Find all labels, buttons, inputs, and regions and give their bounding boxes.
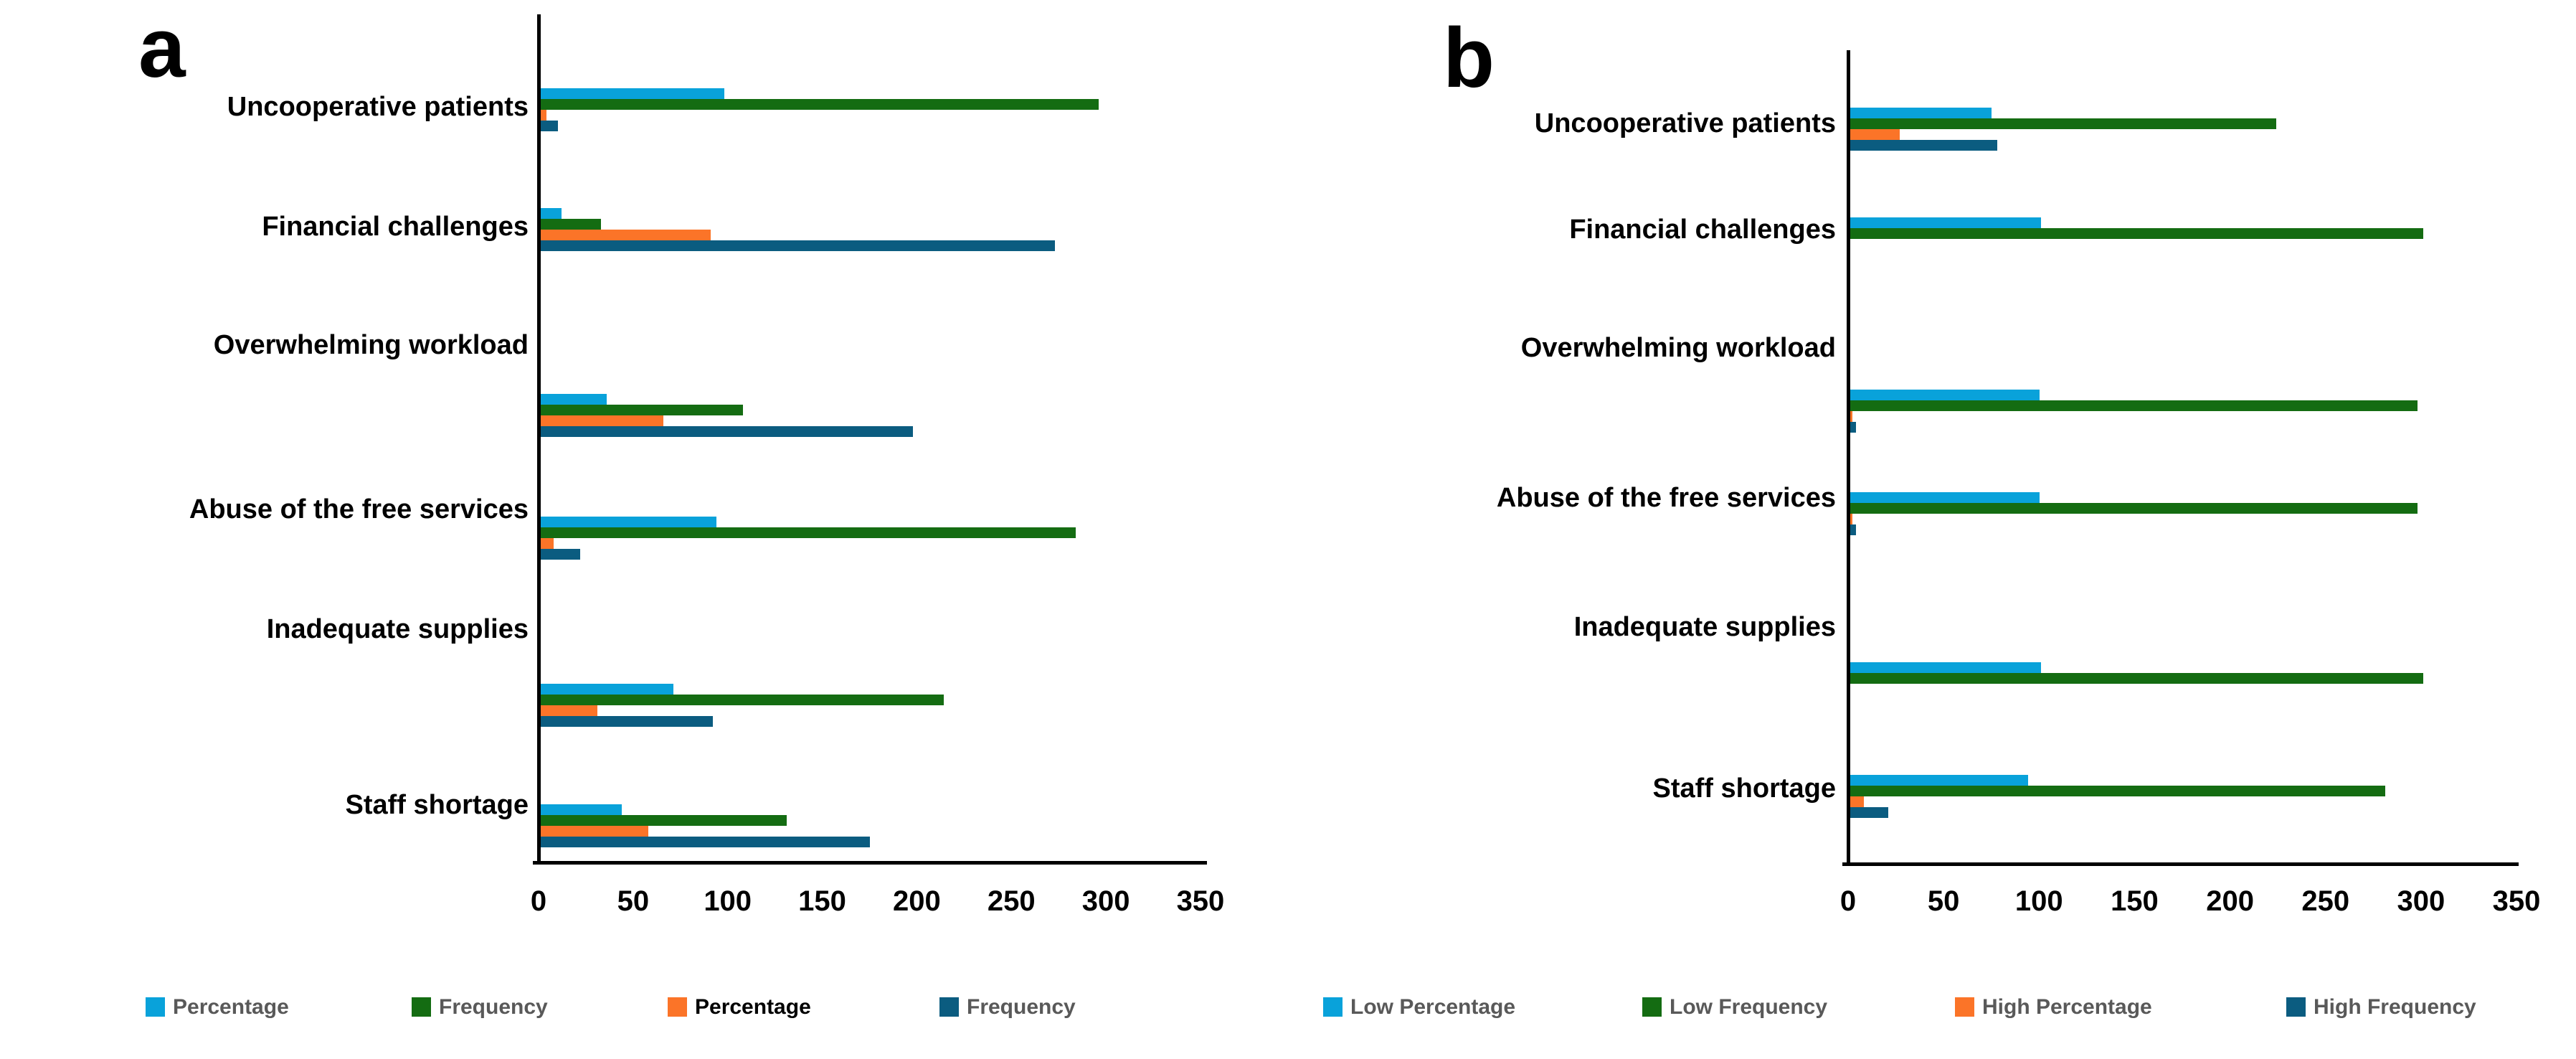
- bar-frequency: [541, 405, 744, 415]
- bar-low-frequency: [1850, 228, 2423, 239]
- x-tick-label: 150: [2111, 885, 2159, 917]
- bar-frequency: [541, 240, 1056, 251]
- category-label: Staff shortage: [345, 790, 529, 820]
- bar-high-frequency: [1850, 140, 1998, 151]
- bar-high-frequency: [1850, 524, 1856, 535]
- x-tick-label: 50: [617, 885, 650, 917]
- bar-frequency: [541, 426, 914, 437]
- bar-low-percentage: [1850, 492, 2040, 503]
- legend-label: Percentage: [173, 995, 289, 1019]
- bar-high-frequency: [1850, 422, 1856, 433]
- legend-label: Low Frequency: [1670, 995, 1828, 1019]
- legend-swatch: [939, 997, 959, 1017]
- category-label: Abuse of the free services: [1496, 483, 1836, 513]
- bar-low-percentage: [1850, 775, 2028, 786]
- legend-label: High Percentage: [1982, 995, 2152, 1019]
- legend-swatch: [668, 997, 687, 1017]
- bar-frequency: [541, 815, 787, 826]
- bar-percentage: [541, 705, 598, 716]
- legend-label: Frequency: [439, 995, 548, 1019]
- legend-label: Low Percentage: [1350, 995, 1516, 1019]
- legend-swatch: [412, 997, 431, 1017]
- bar-percentage: [541, 415, 664, 426]
- legend-swatch: [2286, 997, 2306, 1017]
- bar-high-percentage: [1850, 129, 1900, 140]
- x-axis-line: [533, 861, 1207, 865]
- category-label: Staff shortage: [1652, 773, 1836, 804]
- x-tick-label: 200: [893, 885, 941, 917]
- x-tick-label: 100: [2014, 885, 2063, 917]
- bar-percentage: [541, 538, 554, 549]
- bar-low-frequency: [1850, 400, 2418, 411]
- x-tick-label: 300: [2397, 885, 2445, 917]
- legend-swatch: [1323, 997, 1343, 1017]
- category-label: Abuse of the free services: [189, 494, 529, 524]
- bar-percentage: [541, 684, 673, 695]
- bar-low-percentage: [1850, 108, 1992, 118]
- bar-frequency: [541, 549, 581, 560]
- bar-frequency: [541, 695, 944, 705]
- bar-high-percentage: [1850, 796, 1864, 807]
- category-label: Financial challenges: [262, 212, 529, 242]
- x-tick-label: 350: [1176, 885, 1225, 917]
- legend-label: High Frequency: [2314, 995, 2476, 1019]
- category-label: Inadequate supplies: [266, 614, 529, 644]
- x-axis-line: [1842, 862, 2519, 866]
- bar-low-percentage: [1850, 662, 2042, 673]
- bar-percentage: [541, 208, 562, 219]
- x-tick-label: 250: [2301, 885, 2350, 917]
- bar-frequency: [541, 527, 1076, 538]
- bar-low-percentage: [1850, 217, 2042, 228]
- legend-swatch: [1642, 997, 1662, 1017]
- y-axis-line: [537, 14, 541, 865]
- x-tick-label: 150: [798, 885, 846, 917]
- bar-frequency: [541, 716, 713, 727]
- x-tick-label: 300: [1081, 885, 1130, 917]
- category-label: Overwhelming workload: [213, 330, 529, 360]
- category-label: Financial challenges: [1569, 215, 1836, 245]
- bar-low-frequency: [1850, 786, 2385, 796]
- legend-label: Percentage: [695, 995, 811, 1019]
- bar-percentage: [541, 88, 724, 99]
- category-label: Inadequate supplies: [1573, 612, 1836, 642]
- category-label: Uncooperative patients: [1534, 108, 1836, 138]
- bar-frequency: [541, 99, 1099, 110]
- x-tick-label: 0: [1839, 885, 1857, 917]
- bar-high-percentage: [1850, 411, 1852, 422]
- bar-percentage: [541, 230, 711, 240]
- panel-a-title: a: [138, 1, 186, 95]
- panel-b-title: b: [1443, 11, 1495, 105]
- x-tick-label: 350: [2492, 885, 2541, 917]
- bar-low-percentage: [1850, 390, 2040, 400]
- category-label: Overwhelming workload: [1520, 333, 1836, 363]
- bar-percentage: [541, 394, 607, 405]
- bar-percentage: [541, 804, 622, 815]
- x-tick-label: 200: [2206, 885, 2254, 917]
- legend-swatch: [1955, 997, 1974, 1017]
- bar-frequency: [541, 219, 602, 230]
- category-label: Uncooperative patients: [227, 92, 529, 122]
- bar-low-frequency: [1850, 503, 2418, 514]
- bar-percentage: [541, 517, 717, 527]
- bar-high-frequency: [1850, 807, 1889, 818]
- x-tick-label: 100: [704, 885, 752, 917]
- bar-high-percentage: [1850, 514, 1852, 524]
- bar-frequency: [541, 837, 870, 847]
- bar-percentage: [541, 826, 649, 837]
- legend-swatch: [146, 997, 165, 1017]
- bar-frequency: [541, 121, 558, 131]
- bar-low-frequency: [1850, 673, 2423, 684]
- y-axis-line: [1847, 50, 1850, 866]
- x-tick-label: 50: [1927, 885, 1960, 917]
- bar-low-frequency: [1850, 118, 2276, 129]
- x-tick-label: 0: [530, 885, 547, 917]
- bar-percentage: [541, 110, 546, 121]
- x-tick-label: 250: [987, 885, 1036, 917]
- legend-label: Frequency: [967, 995, 1076, 1019]
